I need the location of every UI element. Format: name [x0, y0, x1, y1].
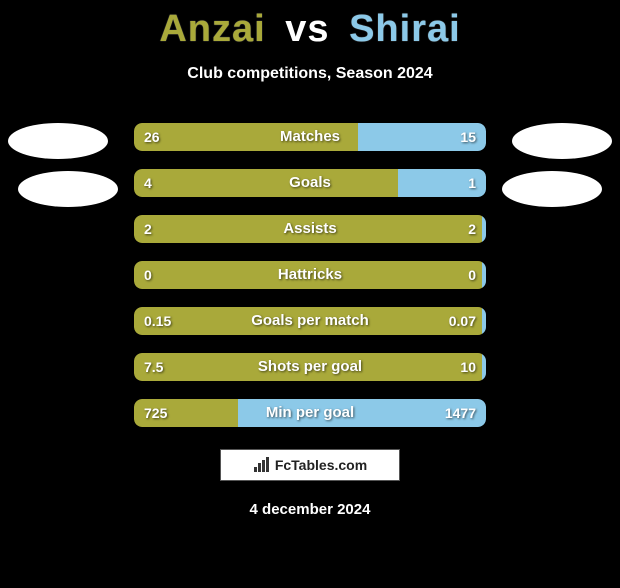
- stat-row: Hattricks00: [134, 261, 486, 289]
- stat-bar-right: [398, 169, 486, 197]
- stat-bar-left: [134, 399, 238, 427]
- subtitle: Club competitions, Season 2024: [0, 65, 620, 83]
- stat-bar-right: [358, 123, 486, 151]
- stat-bar-right: [482, 215, 486, 243]
- stat-row: Shots per goal7.510: [134, 353, 486, 381]
- stat-row: Goals per match0.150.07: [134, 307, 486, 335]
- stat-bar-right: [482, 261, 486, 289]
- stat-bar-right: [482, 307, 486, 335]
- player1-avatar-placeholder-2: [18, 171, 118, 207]
- player1-avatar-placeholder: [8, 123, 108, 159]
- branding-text: FcTables.com: [275, 457, 367, 473]
- stat-bar-left: [134, 307, 482, 335]
- stat-bar-left: [134, 215, 482, 243]
- player2-avatar-placeholder-2: [502, 171, 602, 207]
- stat-row: Matches2615: [134, 123, 486, 151]
- comparison-title: Anzai vs Shirai: [0, 8, 620, 51]
- branding-bars-icon: [253, 457, 271, 473]
- comparison-chart: Matches2615 Goals41 Assists22 Hattricks00 Go…: [0, 123, 620, 427]
- player2-name: Shirai: [349, 8, 461, 50]
- vs-text: vs: [285, 8, 329, 50]
- stat-bar-left: [134, 261, 482, 289]
- stat-row: Assists22: [134, 215, 486, 243]
- player2-avatar-placeholder: [512, 123, 612, 159]
- footer-date: 4 december 2024: [0, 501, 620, 518]
- stat-bar-left: [134, 123, 358, 151]
- stat-bar-left: [134, 353, 482, 381]
- stat-row: Min per goal7251477: [134, 399, 486, 427]
- stat-bar-left: [134, 169, 398, 197]
- stat-bar-right: [238, 399, 486, 427]
- stat-row: Goals41: [134, 169, 486, 197]
- stat-rows: Matches2615 Goals41 Assists22 Hattricks00 Go…: [134, 123, 486, 427]
- stat-bar-right: [482, 353, 486, 381]
- player1-name: Anzai: [159, 8, 265, 50]
- branding-badge: FcTables.com: [220, 449, 400, 481]
